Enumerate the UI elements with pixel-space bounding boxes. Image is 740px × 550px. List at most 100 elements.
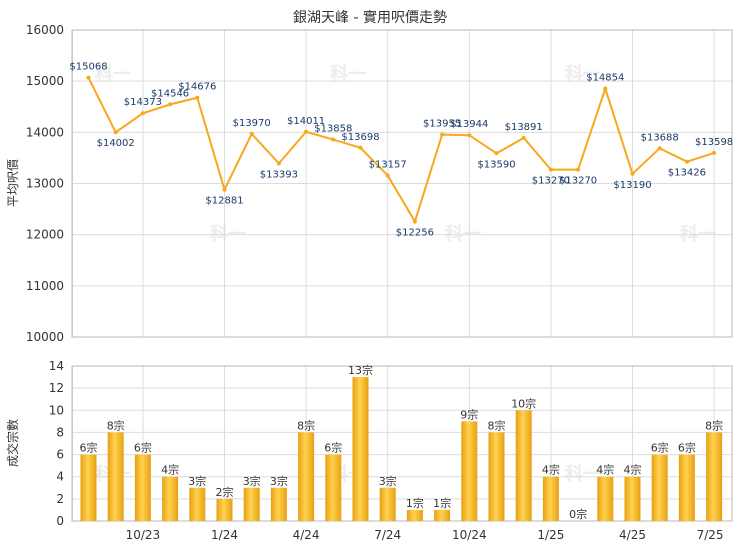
count-data-label: 3宗: [243, 474, 261, 488]
count-bar: [461, 421, 478, 521]
count-data-label: 8宗: [488, 418, 506, 432]
price-point: [304, 129, 309, 134]
count-data-label: 13宗: [348, 363, 373, 377]
price-point: [684, 159, 689, 164]
price-data-label: $13955: [423, 119, 461, 130]
count-data-label: 6宗: [134, 441, 152, 455]
price-point: [630, 171, 635, 176]
price-point: [195, 95, 200, 100]
count-data-label: 0宗: [569, 507, 587, 521]
count-bar: [352, 377, 369, 521]
price-data-label: $12256: [396, 228, 434, 239]
count-data-label: 8宗: [297, 418, 315, 432]
watermark-layer: 科一科一科一科一科一科一科一科一科一: [95, 63, 716, 485]
count-bar: [107, 432, 124, 521]
price-data-label: $13970: [233, 118, 271, 129]
count-data-label: 2宗: [216, 485, 234, 499]
price-data-label: $13598: [695, 137, 733, 148]
count-data-label: 3宗: [379, 474, 397, 488]
price-data-label: $13270: [532, 176, 570, 187]
price-data-label: $14002: [97, 138, 135, 149]
count-series: 6宗 8宗 6宗 4宗 3宗 2宗 3宗 3宗 8宗 6宗 13宗 3宗 1宗 1宗 9宗 8宗 10宗 4宗 0宗…: [80, 363, 723, 521]
count-bar: [406, 509, 423, 521]
price-y-tick-label: 12000: [26, 228, 64, 242]
count-data-label: 6宗: [678, 441, 696, 455]
price-point: [168, 102, 173, 107]
x-tick-label: 4/24: [293, 528, 320, 542]
price-point: [276, 161, 281, 166]
price-point: [86, 75, 91, 80]
price-data-label: $13590: [477, 159, 515, 170]
price-y-tick-label: 14000: [26, 125, 64, 139]
price-data-label: $14373: [124, 97, 162, 108]
price-point: [521, 135, 526, 140]
count-y-tick-label: 14: [49, 359, 64, 373]
count-data-label: 6宗: [651, 441, 669, 455]
price-data-label: $14676: [178, 82, 216, 93]
x-tick-label: 1/25: [537, 528, 564, 542]
x-tick-label: 4/25: [619, 528, 646, 542]
price-data-label: $13891: [505, 122, 543, 133]
count-bar: [706, 432, 723, 521]
price-point: [440, 132, 445, 137]
price-data-label: $13698: [341, 132, 379, 143]
price-data-label: $13944: [450, 119, 488, 130]
watermark-text: 科一: [330, 63, 366, 85]
count-bar: [270, 487, 287, 521]
price-data-label: $13157: [369, 159, 407, 170]
count-data-label: 4宗: [596, 463, 614, 477]
count-bar: [678, 454, 695, 521]
price-data-label: $13270: [559, 176, 597, 187]
price-point: [412, 219, 417, 224]
price-point: [222, 187, 227, 192]
x-axis: 10/23 1/24 4/24 7/24 10/24 1/25 4/25 7/25: [126, 528, 724, 542]
count-data-label: 1宗: [433, 496, 451, 510]
price-point: [249, 131, 254, 136]
count-bar: [216, 498, 233, 521]
count-bar: [298, 432, 315, 521]
price-gridlines: [72, 29, 732, 338]
count-y-axis: 0 2 4 6 8 10 12 14: [49, 359, 64, 528]
count-bar: [651, 454, 668, 521]
x-tick-label: 10/24: [452, 528, 487, 542]
price-y-axis-title: 平均呎價: [6, 159, 20, 207]
count-data-label: 3宗: [188, 474, 206, 488]
price-data-label: $14854: [586, 73, 624, 84]
price-point: [331, 137, 336, 142]
count-data-label: 4宗: [624, 463, 642, 477]
price-data-label: $14011: [287, 116, 325, 127]
price-data-label: $13190: [613, 180, 651, 191]
price-data-label: $13426: [668, 168, 706, 179]
price-y-tick-label: 11000: [26, 279, 64, 293]
count-data-label: 3宗: [270, 474, 288, 488]
price-point: [712, 150, 717, 155]
watermark-text: 科一: [565, 63, 601, 85]
price-point: [385, 173, 390, 178]
count-data-label: 9宗: [460, 407, 478, 421]
count-data-label: 6宗: [324, 441, 342, 455]
count-bar: [325, 454, 342, 521]
count-data-label: 8宗: [107, 418, 125, 432]
count-bar: [597, 476, 614, 521]
count-data-label: 8宗: [705, 418, 723, 432]
x-tick-label: 7/24: [374, 528, 401, 542]
count-y-tick-label: 6: [56, 448, 64, 462]
price-data-label: $13688: [641, 132, 679, 143]
watermark-text: 科一: [565, 463, 601, 485]
price-data-label: $12881: [205, 196, 243, 207]
count-data-label: 10宗: [511, 396, 536, 410]
price-series: $15068 $14002 $14373$14546$14676 $12881 $139…: [69, 62, 733, 239]
x-tick-label: 10/23: [126, 528, 161, 542]
price-point: [548, 167, 553, 172]
price-point: [494, 151, 499, 156]
count-y-axis-title: 成交宗數: [5, 419, 20, 467]
watermark-text: 科一: [95, 63, 131, 85]
count-bar: [243, 487, 260, 521]
count-y-tick-label: 0: [56, 514, 64, 528]
count-y-tick-label: 2: [56, 492, 64, 506]
price-line: [87, 77, 715, 225]
count-bar: [488, 432, 505, 521]
price-point: [603, 86, 608, 91]
price-data-label: $13858: [314, 124, 352, 135]
